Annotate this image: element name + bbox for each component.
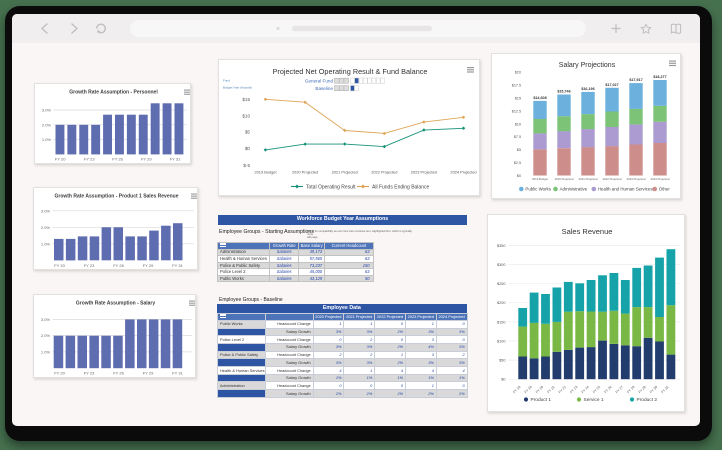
svg-text:FY 30: FY 30 (649, 385, 658, 394)
svg-text:$17,027: $17,027 (605, 83, 618, 87)
svg-text:FY 25: FY 25 (592, 385, 601, 394)
svg-text:$10: $10 (242, 113, 250, 118)
svg-text:3.0%: 3.0% (41, 317, 51, 322)
svg-text:3.0%: 3.0% (42, 108, 52, 113)
svg-text:Salary Projections: Salary Projections (559, 62, 616, 69)
svg-text:$15: $15 (242, 97, 250, 102)
svg-text:$0: $0 (517, 174, 521, 178)
svg-text:$-5: $-5 (243, 163, 250, 168)
svg-text:Service 1: Service 1 (584, 397, 604, 403)
svg-text:2020 Projected: 2020 Projected (555, 177, 574, 181)
svg-text:FY 29: FY 29 (638, 385, 647, 394)
svg-text:$10: $10 (515, 122, 521, 126)
svg-text:Public Works: Public Works (525, 187, 551, 192)
svg-text:$200: $200 (497, 301, 505, 305)
svg-text:FY 29: FY 29 (143, 263, 154, 268)
svg-text:$150: $150 (497, 320, 505, 324)
svg-text:$18,277: $18,277 (653, 75, 666, 79)
svg-text:2024 Projected: 2024 Projected (651, 177, 670, 181)
svg-text:Fund: Fund (223, 79, 230, 83)
svg-text:FY 26: FY 26 (112, 157, 123, 162)
svg-text:Budget Year (Actuals): Budget Year (Actuals) (223, 86, 252, 90)
svg-text:2022 Projected: 2022 Projected (371, 170, 397, 175)
svg-text:2019 Budget: 2019 Budget (254, 170, 277, 175)
svg-text:FY 26: FY 26 (603, 385, 612, 394)
svg-text:2023 Projected: 2023 Projected (627, 177, 646, 181)
svg-text:FY 18: FY 18 (512, 385, 521, 394)
svg-text:FY 21: FY 21 (546, 385, 555, 394)
svg-text:2024 Projected: 2024 Projected (450, 170, 476, 175)
svg-text:FY 20: FY 20 (54, 371, 65, 376)
svg-text:FY 27: FY 27 (615, 385, 624, 394)
svg-text:General Fund: General Fund (305, 79, 334, 84)
svg-text:$5: $5 (517, 148, 521, 152)
svg-text:$17,917: $17,917 (629, 78, 642, 82)
svg-text:FY 20: FY 20 (535, 385, 544, 394)
svg-text:Baseline: Baseline (315, 86, 333, 91)
svg-text:Product 2: Product 2 (637, 397, 658, 403)
svg-text:2023 Projected: 2023 Projected (411, 170, 437, 175)
svg-text:Total Operating Result: Total Operating Result (306, 185, 356, 191)
svg-text:2.0%: 2.0% (41, 225, 51, 230)
svg-text:2021 Projected: 2021 Projected (579, 177, 598, 181)
svg-text:$14,608: $14,608 (533, 96, 546, 100)
svg-text:FY 31: FY 31 (660, 385, 669, 394)
svg-text:All Funds Ending Balance: All Funds Ending Balance (372, 185, 429, 191)
svg-text:$12.5: $12.5 (512, 109, 521, 113)
svg-text:3.0%: 3.0% (41, 208, 51, 213)
svg-text:$100: $100 (497, 339, 505, 343)
svg-text:Sales Revenue: Sales Revenue (562, 227, 613, 236)
svg-text:$350: $350 (497, 244, 505, 248)
svg-text:FY 20: FY 20 (54, 263, 65, 268)
svg-text:$250: $250 (497, 282, 505, 286)
svg-text:$16,196: $16,196 (581, 87, 594, 91)
svg-text:1.0%: 1.0% (42, 137, 52, 142)
svg-text:$0: $0 (245, 146, 251, 151)
svg-text:FY 31: FY 31 (170, 157, 181, 162)
svg-text:2.0%: 2.0% (41, 333, 51, 338)
svg-text:$15: $15 (515, 97, 521, 101)
svg-text:2.0%: 2.0% (42, 122, 52, 127)
svg-text:FY 31: FY 31 (172, 263, 183, 268)
svg-text:$5: $5 (245, 130, 251, 135)
svg-text:$15,746: $15,746 (557, 90, 570, 94)
svg-text:FY 26: FY 26 (113, 263, 124, 268)
svg-text:FY 29: FY 29 (141, 157, 152, 162)
svg-text:FY 19: FY 19 (524, 385, 533, 394)
svg-text:Product 1: Product 1 (531, 397, 552, 403)
svg-text:Growth Rate Assumption - Salar: Growth Rate Assumption - Salary (76, 301, 155, 307)
svg-text:FY 28: FY 28 (626, 385, 635, 394)
svg-text:FY 24: FY 24 (581, 385, 590, 394)
svg-text:FY 23: FY 23 (84, 263, 95, 268)
svg-text:$17.5: $17.5 (512, 84, 521, 88)
svg-text:2019 Budget: 2019 Budget (532, 177, 548, 181)
svg-text:FY 29: FY 29 (143, 371, 154, 376)
svg-text:1.0%: 1.0% (41, 241, 51, 246)
svg-text:$300: $300 (497, 263, 505, 267)
svg-text:$50: $50 (499, 359, 505, 363)
svg-text:FY 23: FY 23 (569, 385, 578, 394)
svg-text:FY 26: FY 26 (113, 371, 124, 376)
svg-text:$2.5: $2.5 (514, 161, 521, 165)
svg-text:FY 20: FY 20 (55, 157, 66, 162)
svg-text:FY 22: FY 22 (558, 385, 567, 394)
svg-text:Administrative: Administrative (560, 187, 588, 192)
svg-text:$7.5: $7.5 (514, 135, 521, 139)
svg-text:Health and Human Services: Health and Human Services (598, 187, 653, 192)
svg-text:Growth Rate Assumption - Perso: Growth Rate Assumption - Personnel (69, 90, 158, 96)
svg-text:Projected Net Operating Result: Projected Net Operating Result & Fund Ba… (273, 67, 428, 76)
svg-text:Growth Rate Assumption - Produ: Growth Rate Assumption - Product 1 Sales… (54, 194, 178, 200)
svg-text:2022 Projected: 2022 Projected (603, 177, 622, 181)
svg-text:1.0%: 1.0% (41, 350, 51, 355)
svg-text:$20: $20 (515, 71, 521, 75)
svg-text:2020 Projected: 2020 Projected (292, 170, 318, 175)
svg-text:FY 23: FY 23 (84, 157, 95, 162)
svg-text:$0: $0 (501, 378, 505, 382)
svg-text:2021 Projected: 2021 Projected (332, 170, 358, 175)
svg-text:Other: Other (659, 187, 671, 192)
svg-text:FY 31: FY 31 (172, 371, 183, 376)
svg-text:FY 23: FY 23 (84, 371, 95, 376)
